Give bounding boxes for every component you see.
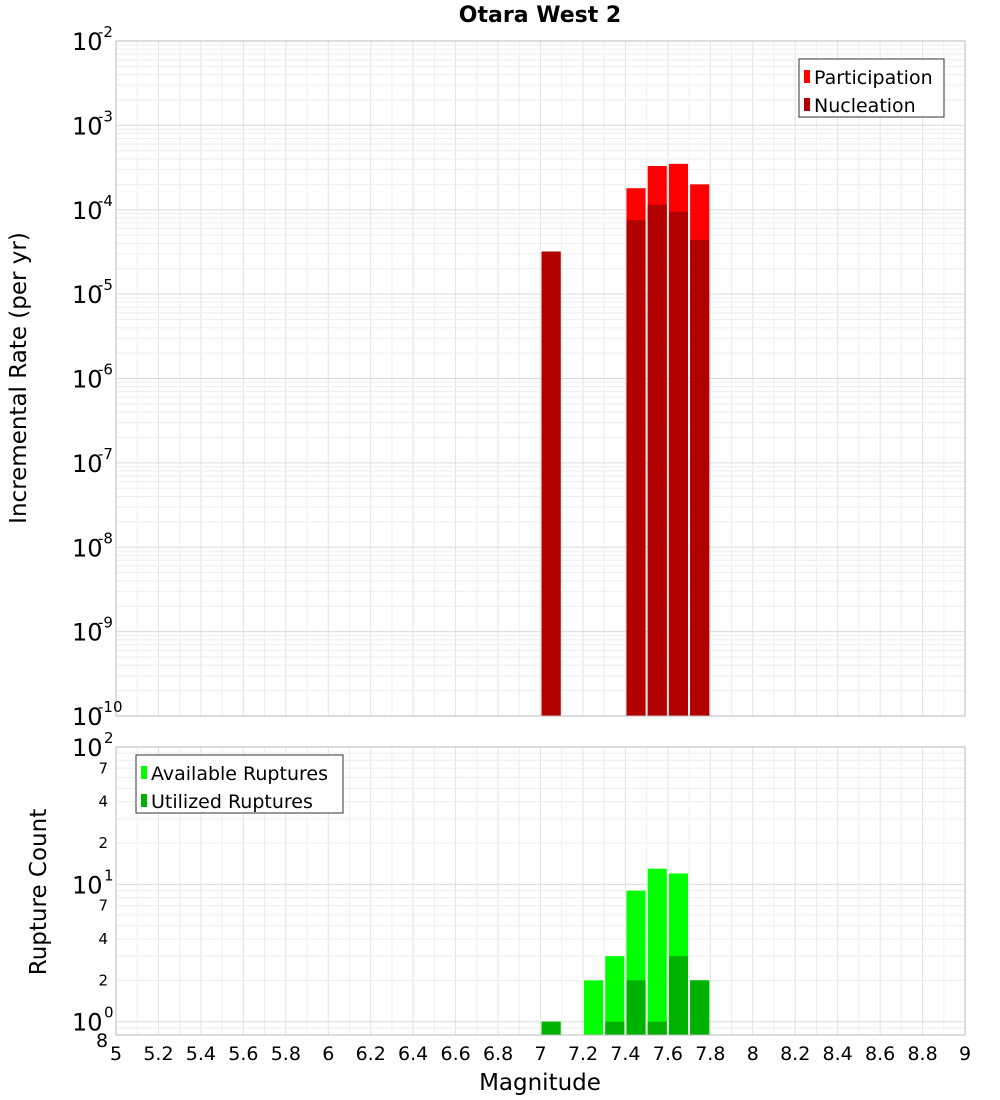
x-axis-title: Magnitude: [479, 1070, 601, 1096]
bottom-legend-swatch: [141, 794, 147, 807]
top-legend-box: [798, 58, 945, 118]
x-tick-label: 8.2: [780, 1043, 810, 1065]
top-bar-series-b: [647, 204, 667, 717]
top-y-tick-label: 10: [72, 534, 103, 562]
bottom-y-tick-exponent: 0: [104, 1004, 114, 1022]
y-axis-title-top: Incremental Rate (per yr): [6, 232, 32, 524]
bottom-y-minor-label: 2: [98, 971, 108, 989]
top-y-tick-exponent: -4: [98, 192, 113, 210]
bottom-bar-series-b: [668, 956, 689, 1035]
bottom-y-tick-exponent: 2: [104, 729, 114, 747]
x-tick-label: 8.4: [823, 1043, 853, 1065]
x-tick-label: 7.4: [610, 1043, 640, 1065]
bottom-plot-frame: [115, 746, 966, 1036]
top-plot-frame: [115, 40, 966, 717]
top-bar-series-b: [541, 251, 561, 716]
x-tick-label: 5: [110, 1043, 122, 1065]
top-y-tick-exponent: -8: [98, 529, 113, 547]
top-y-tick-exponent: -10: [98, 698, 123, 716]
top-panel: 10-1010-910-810-710-610-510-410-310-2Par…: [72, 23, 966, 731]
top-y-tick-exponent: -5: [98, 276, 113, 294]
bottom-legend-swatch: [141, 766, 147, 779]
top-y-tick-exponent: -9: [98, 614, 113, 632]
top-y-tick-label: 10: [72, 703, 103, 731]
bottom-y-tick-exponent: 1: [104, 866, 114, 884]
top-y-tick-exponent: -7: [98, 445, 113, 463]
y-axis-title-bottom: Rupture Count: [26, 809, 52, 975]
top-bar-series-b: [626, 220, 646, 717]
bottom-bar-series-b: [690, 980, 710, 1035]
bottom-bar-series-b: [647, 1021, 667, 1035]
bottom-y-tick-label: 10: [72, 1009, 103, 1037]
bottom-legend-label: Utilized Ruptures: [151, 791, 313, 813]
x-tick-label: 7: [534, 1043, 546, 1065]
top-legend-label: Participation: [814, 67, 933, 89]
x-tick-label: 5.4: [186, 1043, 216, 1065]
x-tick-label: 8.8: [907, 1043, 937, 1065]
bottom-y-minor-label: 4: [98, 930, 108, 948]
top-y-tick-exponent: -3: [98, 107, 113, 125]
x-tick-label: 6.2: [356, 1043, 386, 1065]
x-tick-label: 6: [322, 1043, 334, 1065]
bottom-bar-series-a: [584, 980, 604, 1035]
bottom-bar-series-a: [647, 868, 667, 1035]
top-y-tick-exponent: -2: [98, 23, 113, 41]
bottom-bar-series-b: [541, 1021, 561, 1035]
bottom-y-minor-label: 8: [96, 1030, 108, 1052]
top-bar-series-b: [690, 239, 710, 716]
x-tick-label: 7.6: [653, 1043, 683, 1065]
x-tick-label: 8: [747, 1043, 759, 1065]
bottom-y-minor-label: 2: [98, 834, 108, 852]
bottom-y-minor-label: 7: [98, 897, 108, 915]
x-tick-label: 7.2: [568, 1043, 598, 1065]
bottom-legend-box: [135, 754, 344, 814]
top-y-tick-label: 10: [72, 281, 103, 309]
top-y-tick-exponent: -6: [98, 361, 113, 379]
x-tick-label: 6.6: [440, 1043, 470, 1065]
x-tick-label: 9: [959, 1043, 971, 1065]
x-tick-label: 6.4: [398, 1043, 428, 1065]
top-y-tick-label: 10: [72, 450, 103, 478]
top-y-tick-label: 10: [72, 619, 103, 647]
top-legend-label: Nucleation: [814, 95, 916, 117]
top-y-tick-label: 10: [72, 197, 103, 225]
bottom-y-tick-label: 10: [72, 871, 103, 899]
top-legend-swatch: [804, 70, 810, 83]
top-y-tick-label: 10: [72, 28, 103, 56]
chart-title: Otara West 2: [459, 3, 621, 28]
bottom-bar-series-b: [626, 980, 646, 1035]
x-tick-label: 5.8: [271, 1043, 301, 1065]
bottom-bar-series-a: [605, 956, 625, 1035]
top-y-tick-label: 10: [72, 366, 103, 394]
x-tick-label: 6.8: [483, 1043, 513, 1065]
x-tick-label: 7.8: [695, 1043, 725, 1065]
bottom-bar-series-b: [605, 1021, 625, 1035]
x-tick-label: 8.6: [865, 1043, 895, 1065]
top-y-tick-label: 10: [72, 112, 103, 140]
bottom-y-minor-label: 7: [98, 759, 108, 777]
x-tick-label: 5.6: [228, 1043, 258, 1065]
bottom-y-tick-label: 10: [72, 734, 103, 762]
bottom-y-minor-label: 4: [98, 793, 108, 811]
top-bar-series-b: [668, 211, 689, 716]
bottom-legend-label: Available Ruptures: [151, 763, 328, 785]
top-legend-swatch: [804, 98, 810, 111]
x-tick-label: 5.2: [143, 1043, 173, 1065]
